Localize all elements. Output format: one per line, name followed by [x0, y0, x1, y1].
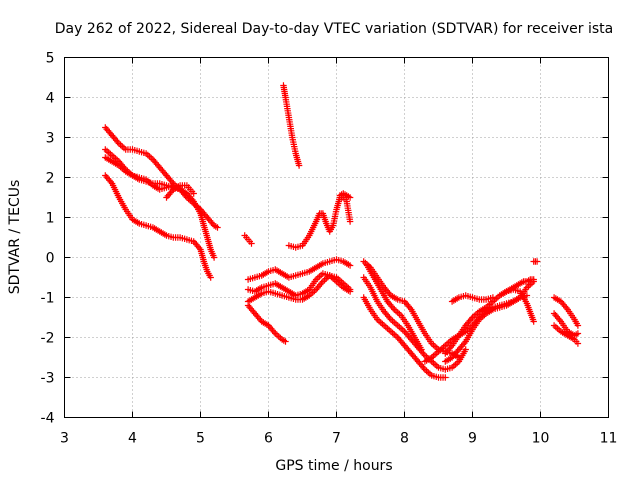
data-points [102, 82, 582, 381]
series-arc-d [102, 172, 214, 281]
x-tick-label: 6 [264, 431, 273, 447]
y-axis-ticks: -4 -3 -2 -1 0 1 2 3 4 5 [41, 51, 609, 427]
series-arc-g [280, 82, 303, 169]
y-tick-label: 2 [46, 171, 55, 187]
series-arc-j [244, 272, 354, 305]
data-point [523, 292, 531, 299]
data-point [533, 258, 541, 265]
series-arc-h [244, 256, 354, 283]
plot-frame [64, 57, 609, 418]
y-tick-label: 3 [46, 131, 55, 147]
data-point [489, 294, 497, 301]
data-point [295, 162, 303, 169]
data-point [190, 190, 197, 197]
data-point [574, 330, 582, 337]
series-arc-z [550, 322, 582, 347]
data-point [346, 194, 354, 201]
y-tick-label: -1 [41, 291, 55, 307]
x-tick-label: 3 [60, 431, 69, 447]
grid [64, 57, 609, 418]
data-point [530, 318, 537, 325]
x-axis-title: GPS time / hours [275, 458, 392, 474]
y-tick-label: -2 [41, 331, 55, 347]
x-tick-label: 10 [532, 431, 550, 447]
y-axis-title: SDTVAR / TECUs [7, 180, 23, 295]
y-tick-label: 0 [46, 251, 55, 267]
data-point [530, 276, 537, 283]
series-arc-w [530, 258, 541, 265]
series-arc-v [499, 276, 537, 297]
data-point [346, 218, 354, 225]
y-tick-label: -3 [41, 371, 55, 387]
x-tick-label: 5 [196, 431, 205, 447]
series-arc-q [363, 262, 425, 353]
data-point [207, 274, 214, 281]
series-arc-c [102, 154, 180, 193]
data-point [248, 240, 255, 247]
data-point [214, 224, 221, 231]
data-point [418, 346, 425, 353]
series-arc-m [336, 190, 354, 201]
data-point [574, 322, 582, 329]
x-tick-label: 4 [128, 431, 137, 447]
chart-title: Day 262 of 2022, Sidereal Day-to-day VTE… [55, 21, 613, 37]
y-tick-label: -4 [41, 411, 55, 427]
series-arc-f [241, 232, 255, 247]
series-arc-s [442, 286, 537, 357]
data-point [210, 254, 218, 261]
series-arc-k [244, 302, 289, 345]
series-arc-u [448, 292, 497, 305]
series-arc-l [285, 194, 354, 251]
data-point [282, 338, 289, 345]
x-tick-label: 9 [468, 431, 477, 447]
y-tick-label: 5 [46, 51, 55, 67]
data-point [442, 374, 449, 381]
y-tick-label: 1 [46, 211, 55, 227]
data-point [346, 286, 354, 293]
x-tick-label: 7 [332, 431, 341, 447]
series-arc-p [360, 294, 449, 381]
x-axis-ticks: 3 4 5 6 7 8 9 10 11 [60, 57, 618, 447]
y-tick-label: 4 [46, 91, 55, 107]
data-point [574, 340, 582, 347]
x-tick-label: 8 [400, 431, 409, 447]
series-arc-x [550, 294, 582, 329]
series-arc-t [442, 292, 531, 365]
data-point [462, 346, 469, 353]
x-tick-label: 11 [600, 431, 618, 447]
data-point [346, 262, 354, 269]
series-arc-e [163, 182, 197, 201]
